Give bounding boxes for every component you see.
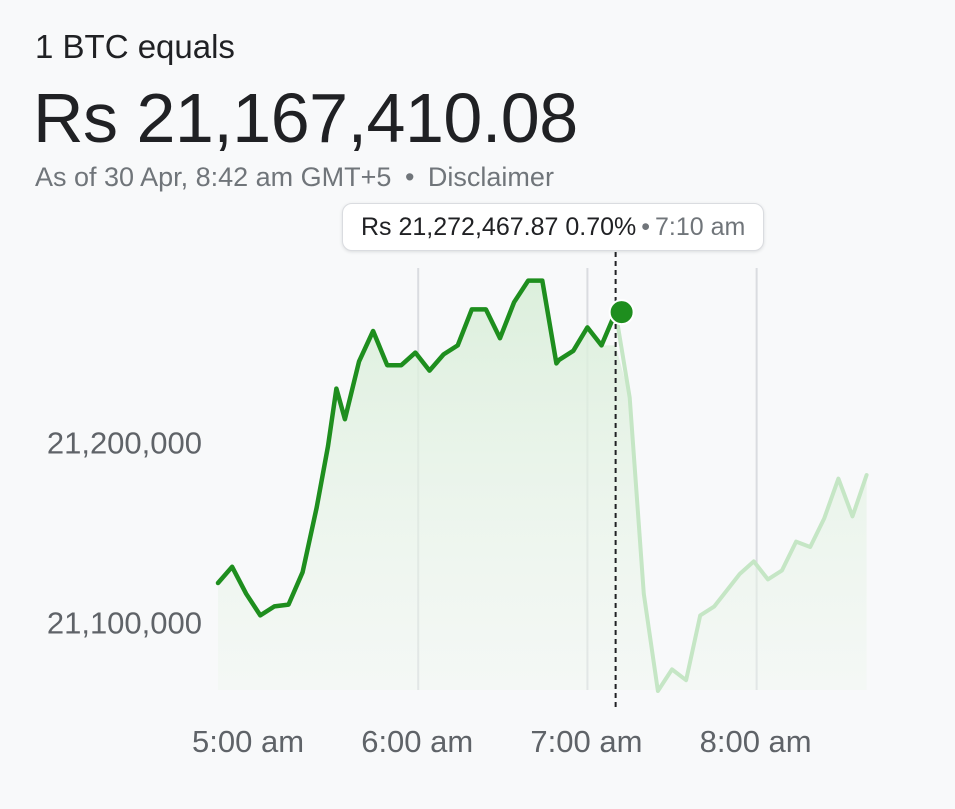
hover-tooltip: Rs 21,272,467.87 0.70% • 7:10 am (342, 203, 765, 251)
as-of-line: As of 30 Apr, 8:42 am GMT+5 • Disclaimer (35, 162, 554, 193)
current-price: Rs 21,167,410.08 (33, 79, 578, 157)
x-tick-label-0: 5:00 am (192, 724, 304, 759)
chart-marker (608, 252, 635, 707)
x-axis: 5:00 am 6:00 am 7:00 am 8:00 am (192, 724, 812, 759)
separator-dot: • (404, 162, 415, 192)
x-tick-label-1: 6:00 am (361, 724, 473, 759)
x-tick-label-3: 8:00 am (700, 724, 812, 759)
price-line-future (613, 310, 869, 693)
tooltip-change: 0.70% (565, 213, 637, 241)
highlight-point (608, 299, 635, 326)
price-line (215, 278, 618, 618)
y-axis: 21,100,000 21,200,000 (47, 426, 202, 641)
x-tick-label-2: 7:00 am (530, 724, 642, 759)
conversion-subtitle: 1 BTC equals (35, 28, 235, 65)
chart-lines (215, 278, 869, 693)
as-of-timestamp: As of 30 Apr, 8:42 am GMT+5 (35, 162, 392, 192)
chart-area-fill (218, 280, 867, 691)
y-tick-label-0: 21,100,000 (47, 606, 202, 641)
tooltip-time: 7:10 am (655, 213, 746, 241)
area-fill (218, 280, 867, 691)
y-tick-label-1: 21,200,000 (47, 426, 202, 461)
tooltip-separator: • (641, 213, 650, 241)
disclaimer-link[interactable]: Disclaimer (427, 162, 554, 192)
tooltip-price: Rs 21,272,467.87 (361, 213, 559, 241)
